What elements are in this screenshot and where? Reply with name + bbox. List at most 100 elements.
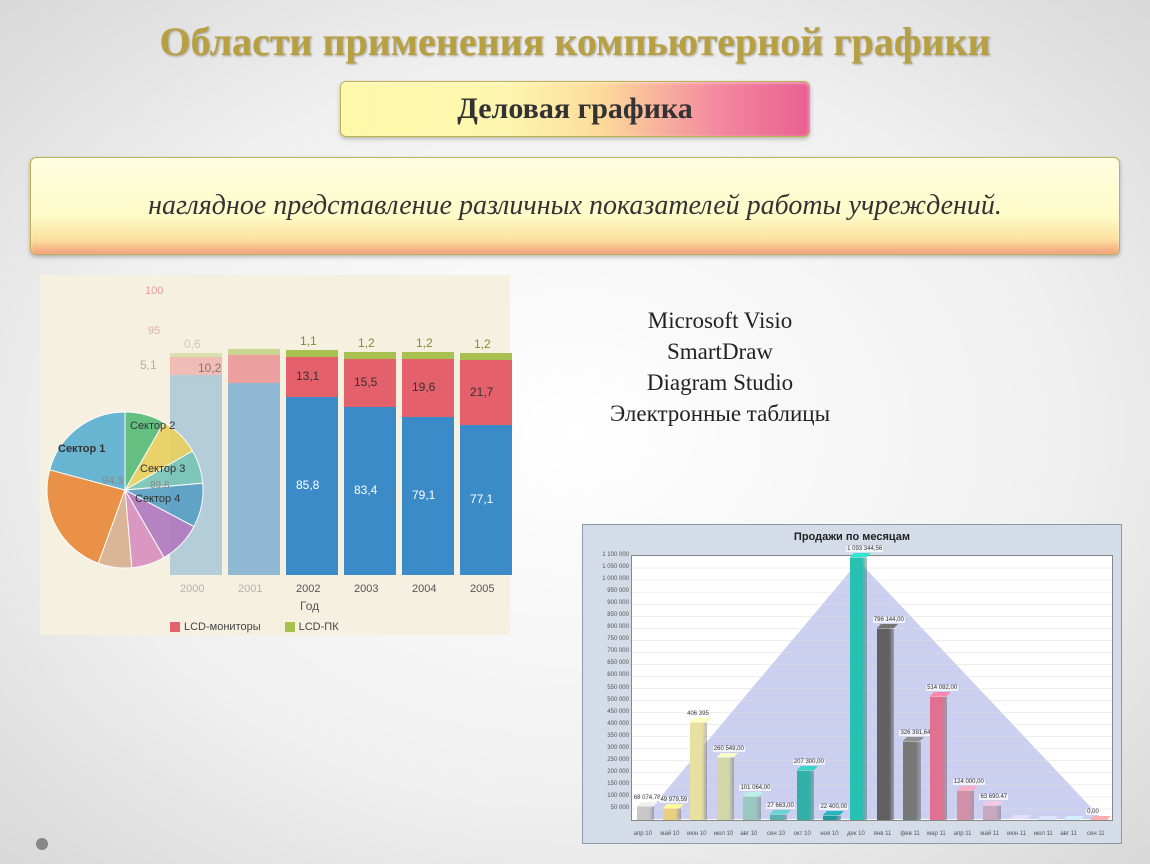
sales-bar [823, 815, 840, 820]
pie-sector-label: 89,8 [150, 480, 169, 491]
sales-bar [1010, 819, 1027, 820]
x-tick-label: июн 10 [687, 831, 707, 837]
bar-value-label: 124 000,00 [953, 779, 985, 785]
x-tick-label: авг 11 [1060, 831, 1077, 837]
sales-bar [877, 628, 894, 820]
description-box: наглядное представление различных показа… [30, 157, 1120, 255]
software-item: Microsoft Visio [610, 305, 830, 336]
x-tick-label: янв 11 [874, 831, 892, 837]
y-tick-label: 300 000 [587, 745, 629, 751]
x-tick-label: апр 10 [634, 831, 652, 837]
sales-bar [903, 741, 920, 820]
software-item: Электронные таблицы [610, 398, 830, 429]
sales-bar [770, 814, 787, 821]
bar-value-label: 0,00 [1086, 809, 1100, 815]
x-tick-label: сен 11 [1087, 831, 1105, 837]
y-tick-label: 500 000 [587, 697, 629, 703]
pie-sector-label: Сектор 2 [130, 420, 175, 432]
year-label: 2003 [354, 583, 378, 595]
y-tick-label: 50 000 [587, 805, 629, 811]
bar-value-label: 207 300,00 [793, 759, 825, 765]
software-item: SmartDraw [610, 336, 830, 367]
sales-bar [983, 805, 1000, 820]
x-tick-label: ноя 10 [820, 831, 838, 837]
stacked-bar: 1,219,679,1 [402, 285, 454, 575]
y-tick-label: 250 000 [587, 757, 629, 763]
bar-value-label: 68 074,78 [633, 795, 662, 801]
sales-bar [663, 808, 680, 820]
y-tick-label: 550 000 [587, 685, 629, 691]
bar-value-label: 326 391,64 [899, 730, 931, 736]
sales-chart-title: Продажи по месяцам [583, 531, 1121, 543]
software-item: Diagram Studio [610, 367, 830, 398]
y-tick-label: 800 000 [587, 624, 629, 630]
sales-chart: Продажи по месяцам 68 074,7849 979,59 406… [582, 524, 1122, 844]
pie-chart [25, 390, 225, 590]
x-tick-label: июл 10 [714, 831, 734, 837]
y-tick-label: 400 000 [587, 721, 629, 727]
stacked-bar: 1,221,777,1 [460, 285, 512, 575]
x-tick-label: окт 10 [794, 831, 811, 837]
y-tick-label: 950 000 [587, 588, 629, 594]
x-tick-label: сен 10 [767, 831, 785, 837]
x-tick-label: авг 10 [740, 831, 757, 837]
sales-bar [850, 557, 867, 820]
pie-sector-label: Сектор 4 [135, 493, 180, 505]
bar-value-label: 796 144,00 [873, 617, 905, 623]
left-composite-chart: 100950,65,110,21,113,185,81,215,583,41,2… [40, 275, 510, 635]
x-tick-label: дек 10 [847, 831, 865, 837]
y-tick-label: 750 000 [587, 636, 629, 642]
x-tick-label: апр 11 [954, 831, 972, 837]
y-tick-label: 450 000 [587, 709, 629, 715]
subtitle-text: Деловая графика [457, 92, 693, 126]
year-label: 2001 [238, 583, 262, 595]
sales-chart-plot: 68 074,7849 979,59 406 395 260 549,00 101 0… [631, 555, 1113, 821]
software-list: Microsoft VisioSmartDrawDiagram StudioЭл… [610, 305, 830, 429]
stacked-bar: 1,215,583,4 [344, 285, 396, 575]
pie-sector-label: Сектор 1 [58, 443, 105, 455]
sales-bar [797, 770, 814, 820]
bar-value-label: 101 064,00 [739, 785, 771, 791]
bullet-icon [36, 838, 48, 850]
y-tick-label: 150 000 [587, 781, 629, 787]
x-tick-label: фев 11 [900, 831, 919, 837]
description-text: наглядное представление различных показа… [148, 188, 1002, 224]
legend: LCD-мониторыLCD-ПК [170, 621, 339, 633]
bar-value-label: 514 082,00 [926, 685, 958, 691]
page-title: Области применения компьютерной графики [0, 0, 1150, 73]
x-tick-label: мар 11 [927, 831, 946, 837]
x-tick-label: июн 11 [1007, 831, 1026, 837]
x-tick-label: июл 11 [1034, 831, 1053, 837]
sales-bar [637, 806, 654, 820]
x-axis-title: Год [300, 599, 319, 613]
sales-bar [717, 757, 734, 820]
year-label: 2005 [470, 583, 494, 595]
pie-sector-label: Сектор 3 [140, 463, 185, 475]
y-tick-label: 700 000 [587, 648, 629, 654]
y-tick-label: 600 000 [587, 672, 629, 678]
subtitle-box: Деловая графика [340, 81, 810, 137]
bar-value-label: 406 395 [686, 711, 710, 717]
y-tick-label: 850 000 [587, 612, 629, 618]
bar-value-label: 260 549,00 [713, 746, 745, 752]
y-tick-label: 1 000 000 [587, 576, 629, 582]
x-tick-label: май 11 [980, 831, 999, 837]
year-label: 2004 [412, 583, 436, 595]
pie-sector-label: 94,3 [102, 475, 123, 487]
bar-value-label: 49 979,59 [659, 797, 688, 803]
year-label: 2002 [296, 583, 320, 595]
sales-bar [957, 790, 974, 820]
y-tick-label: 100 000 [587, 793, 629, 799]
y-tick-label: 350 000 [587, 733, 629, 739]
y-tick-label: 200 000 [587, 769, 629, 775]
y-tick-label: 1 100 000 [587, 552, 629, 558]
bar-value-label: 63 690.47 [979, 794, 1008, 800]
stacked-bar: 10,2 [228, 285, 280, 575]
sales-bar [743, 796, 760, 820]
y-tick-label: 1 050 000 [587, 564, 629, 570]
y-tick-label: 650 000 [587, 660, 629, 666]
sales-bar [690, 722, 707, 820]
x-tick-label: май 10 [660, 831, 679, 837]
stacked-bar: 1,113,185,8 [286, 285, 338, 575]
bar-value-label: 1 093 344,56 [846, 546, 883, 552]
